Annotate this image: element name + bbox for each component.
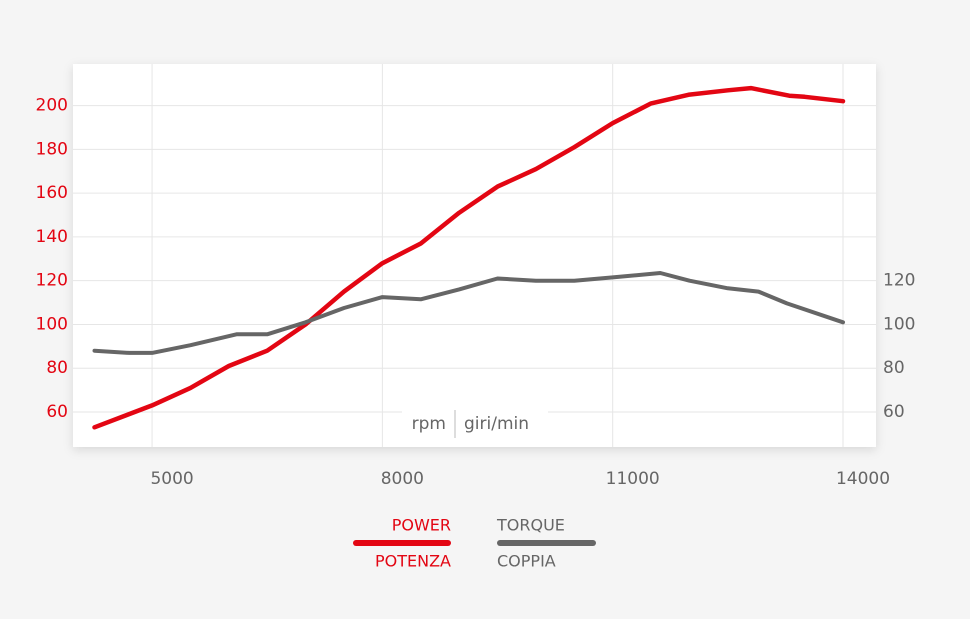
plot-card xyxy=(73,64,876,447)
y-tick-label: 80 xyxy=(46,358,68,378)
series-line xyxy=(92,85,846,430)
x-tick-label: 14000 xyxy=(836,469,890,489)
x-tick-label: 8000 xyxy=(381,469,424,489)
xlabel-bg xyxy=(402,406,548,442)
x-axis-label-alt: giri/min xyxy=(464,414,529,434)
y-tick-label: 200 xyxy=(36,96,68,116)
y-tick-label: 120 xyxy=(36,271,68,291)
x-tick-label: 5000 xyxy=(150,469,193,489)
series-line xyxy=(92,271,845,355)
legend-label: TORQUE xyxy=(496,516,565,535)
y2-tick-label: 80 xyxy=(883,358,905,378)
x-axis-label: rpm xyxy=(412,414,446,434)
y-tick-label: 160 xyxy=(36,183,68,203)
legend-sublabel: POTENZA xyxy=(375,552,451,571)
y-tick-label: 180 xyxy=(36,139,68,159)
y-tick-label: 100 xyxy=(36,314,68,334)
y-tick-label: 140 xyxy=(36,227,68,247)
y2-tick-label: 60 xyxy=(883,402,905,422)
y2-tick-label: 100 xyxy=(883,314,915,334)
y2-tick-label: 120 xyxy=(883,271,915,291)
x-tick-label: 11000 xyxy=(606,469,660,489)
y-tick-label: 60 xyxy=(46,402,68,422)
legend-label: POWER xyxy=(392,516,451,535)
legend-sublabel: COPPIA xyxy=(497,552,556,571)
